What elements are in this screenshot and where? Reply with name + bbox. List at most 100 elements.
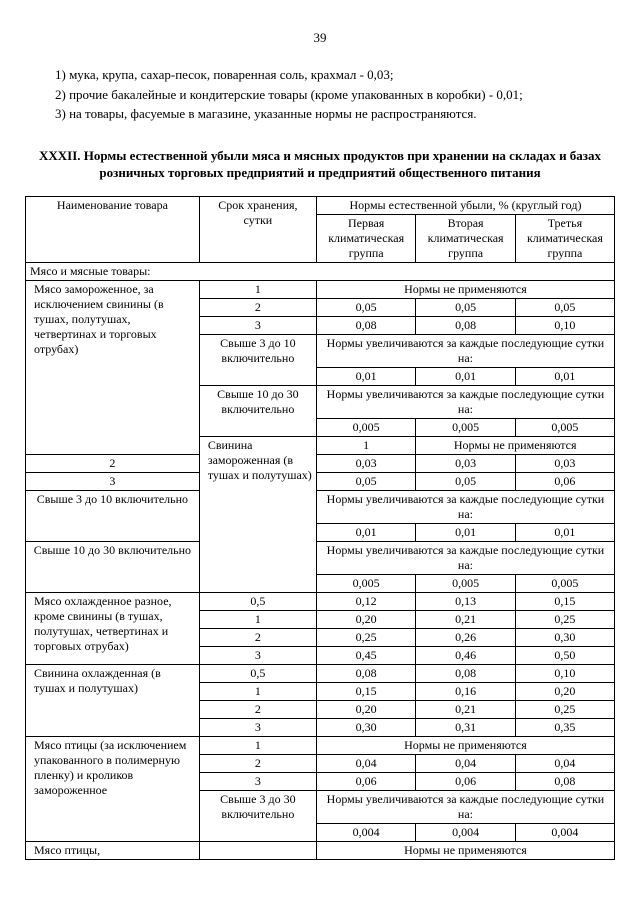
cell: 0,08 xyxy=(416,317,515,335)
cell: 1 xyxy=(199,683,316,701)
cell: 0,08 xyxy=(515,773,614,791)
cell: Нормы не применяются xyxy=(316,737,614,755)
cell: 0,15 xyxy=(515,593,614,611)
cell: 0,08 xyxy=(416,665,515,683)
norms-table: Наименование товара Срок хранения, сутки… xyxy=(25,196,615,860)
section-meat: Мясо и мясные товары: xyxy=(26,263,615,281)
cell: 0,10 xyxy=(515,317,614,335)
cell: Нормы увеличиваются за каждые последующи… xyxy=(316,386,614,419)
col-g2: Вторая климатическая группа xyxy=(416,215,515,263)
cell: 0,06 xyxy=(416,773,515,791)
cell: 3 xyxy=(199,647,316,665)
cell: 2 xyxy=(199,299,316,317)
col-norms: Нормы естественной убыли, % (круглый год… xyxy=(316,197,614,215)
cell: Нормы увеличиваются за каждые последующи… xyxy=(316,542,614,575)
cell: 0,05 xyxy=(416,473,515,491)
cell: 3 xyxy=(199,719,316,737)
cell: 0,20 xyxy=(316,701,415,719)
cell: 0,5 xyxy=(199,593,316,611)
cell: 0,30 xyxy=(316,719,415,737)
cell: 1 xyxy=(316,437,415,455)
cell: Свыше 10 до 30 включительно xyxy=(199,386,316,437)
cell: Свыше 3 до 10 включительно xyxy=(199,335,316,386)
cell: 0,31 xyxy=(416,719,515,737)
cell: 0,005 xyxy=(316,419,415,437)
cell: 0,16 xyxy=(416,683,515,701)
cell: 0,005 xyxy=(515,419,614,437)
cell: 3 xyxy=(199,773,316,791)
cell: Нормы не применяются xyxy=(316,281,614,299)
cell: 0,01 xyxy=(515,524,614,542)
col-g1: Первая климатическая группа xyxy=(316,215,415,263)
cell: 0,005 xyxy=(515,575,614,593)
cell: 2 xyxy=(199,701,316,719)
cell: 0,005 xyxy=(416,575,515,593)
col-g3: Третья климатическая группа xyxy=(515,215,614,263)
cell: 0,20 xyxy=(515,683,614,701)
cell: 0,50 xyxy=(515,647,614,665)
cell: 0,01 xyxy=(316,368,415,386)
cell: 0,06 xyxy=(515,473,614,491)
cell: 0,05 xyxy=(316,299,415,317)
cell: Свыше 3 до 30 включительно xyxy=(199,791,316,842)
cell: 0,05 xyxy=(316,473,415,491)
cell: 0,04 xyxy=(515,755,614,773)
cell: 0,10 xyxy=(515,665,614,683)
cell: 2 xyxy=(199,629,316,647)
cell: 0,46 xyxy=(416,647,515,665)
cell: 0,25 xyxy=(316,629,415,647)
cell xyxy=(199,842,316,860)
cell: 0,5 xyxy=(199,665,316,683)
cell: 0,25 xyxy=(515,611,614,629)
cell: Свыше 3 до 10 включительно xyxy=(26,491,200,542)
cell: 0,05 xyxy=(515,299,614,317)
cell: 3 xyxy=(199,317,316,335)
cell: 0,03 xyxy=(416,455,515,473)
cell: 2 xyxy=(199,755,316,773)
para-2: 2) прочие бакалейные и кондитерские това… xyxy=(25,86,615,104)
cell: 0,01 xyxy=(515,368,614,386)
cell: 0,12 xyxy=(316,593,415,611)
cell: 0,45 xyxy=(316,647,415,665)
cell: Нормы не применяются xyxy=(416,437,615,455)
cell: 2 xyxy=(26,455,200,473)
row-label-2: Свинина замороженная (в тушах и полутуша… xyxy=(199,437,316,593)
cell: 0,13 xyxy=(416,593,515,611)
row-label-3: Мясо охлажденное разное, кроме свинины (… xyxy=(26,593,200,665)
cell: 0,005 xyxy=(316,575,415,593)
cell: 0,08 xyxy=(316,665,415,683)
cell: 3 xyxy=(26,473,200,491)
cell: 0,01 xyxy=(416,524,515,542)
cell: 0,05 xyxy=(416,299,515,317)
cell: 0,005 xyxy=(416,419,515,437)
cell: 0,21 xyxy=(416,611,515,629)
cell: 0,25 xyxy=(515,701,614,719)
cell: 1 xyxy=(199,611,316,629)
row-label-5: Мясо птицы (за исключением упакованного … xyxy=(26,737,200,842)
cell: 1 xyxy=(199,737,316,755)
cell: 0,03 xyxy=(515,455,614,473)
cell: 0,03 xyxy=(316,455,415,473)
para-1: 1) мука, крупа, сахар-песок, поваренная … xyxy=(25,66,615,84)
cell: 0,06 xyxy=(316,773,415,791)
cell: Свыше 10 до 30 включительно xyxy=(26,542,200,593)
section-title: XXXII. Нормы естественной убыли мяса и м… xyxy=(25,148,615,182)
cell: Нормы не применяются xyxy=(316,842,614,860)
cell: 0,04 xyxy=(416,755,515,773)
cell: 1 xyxy=(199,281,316,299)
cell: 0,30 xyxy=(515,629,614,647)
cell: 0,004 xyxy=(515,824,614,842)
col-name: Наименование товара xyxy=(26,197,200,263)
cell: 0,21 xyxy=(416,701,515,719)
cell: Нормы увеличиваются за каждые последующи… xyxy=(316,335,614,368)
cell: 0,08 xyxy=(316,317,415,335)
cell: 0,01 xyxy=(316,524,415,542)
cell: 0,26 xyxy=(416,629,515,647)
cell: 0,35 xyxy=(515,719,614,737)
cell: 0,01 xyxy=(416,368,515,386)
cell: 0,20 xyxy=(316,611,415,629)
col-duration: Срок хранения, сутки xyxy=(199,197,316,263)
row-label-6: Мясо птицы, xyxy=(26,842,200,860)
cell: Нормы увеличиваются за каждые последующи… xyxy=(316,791,614,824)
cell: 0,004 xyxy=(416,824,515,842)
